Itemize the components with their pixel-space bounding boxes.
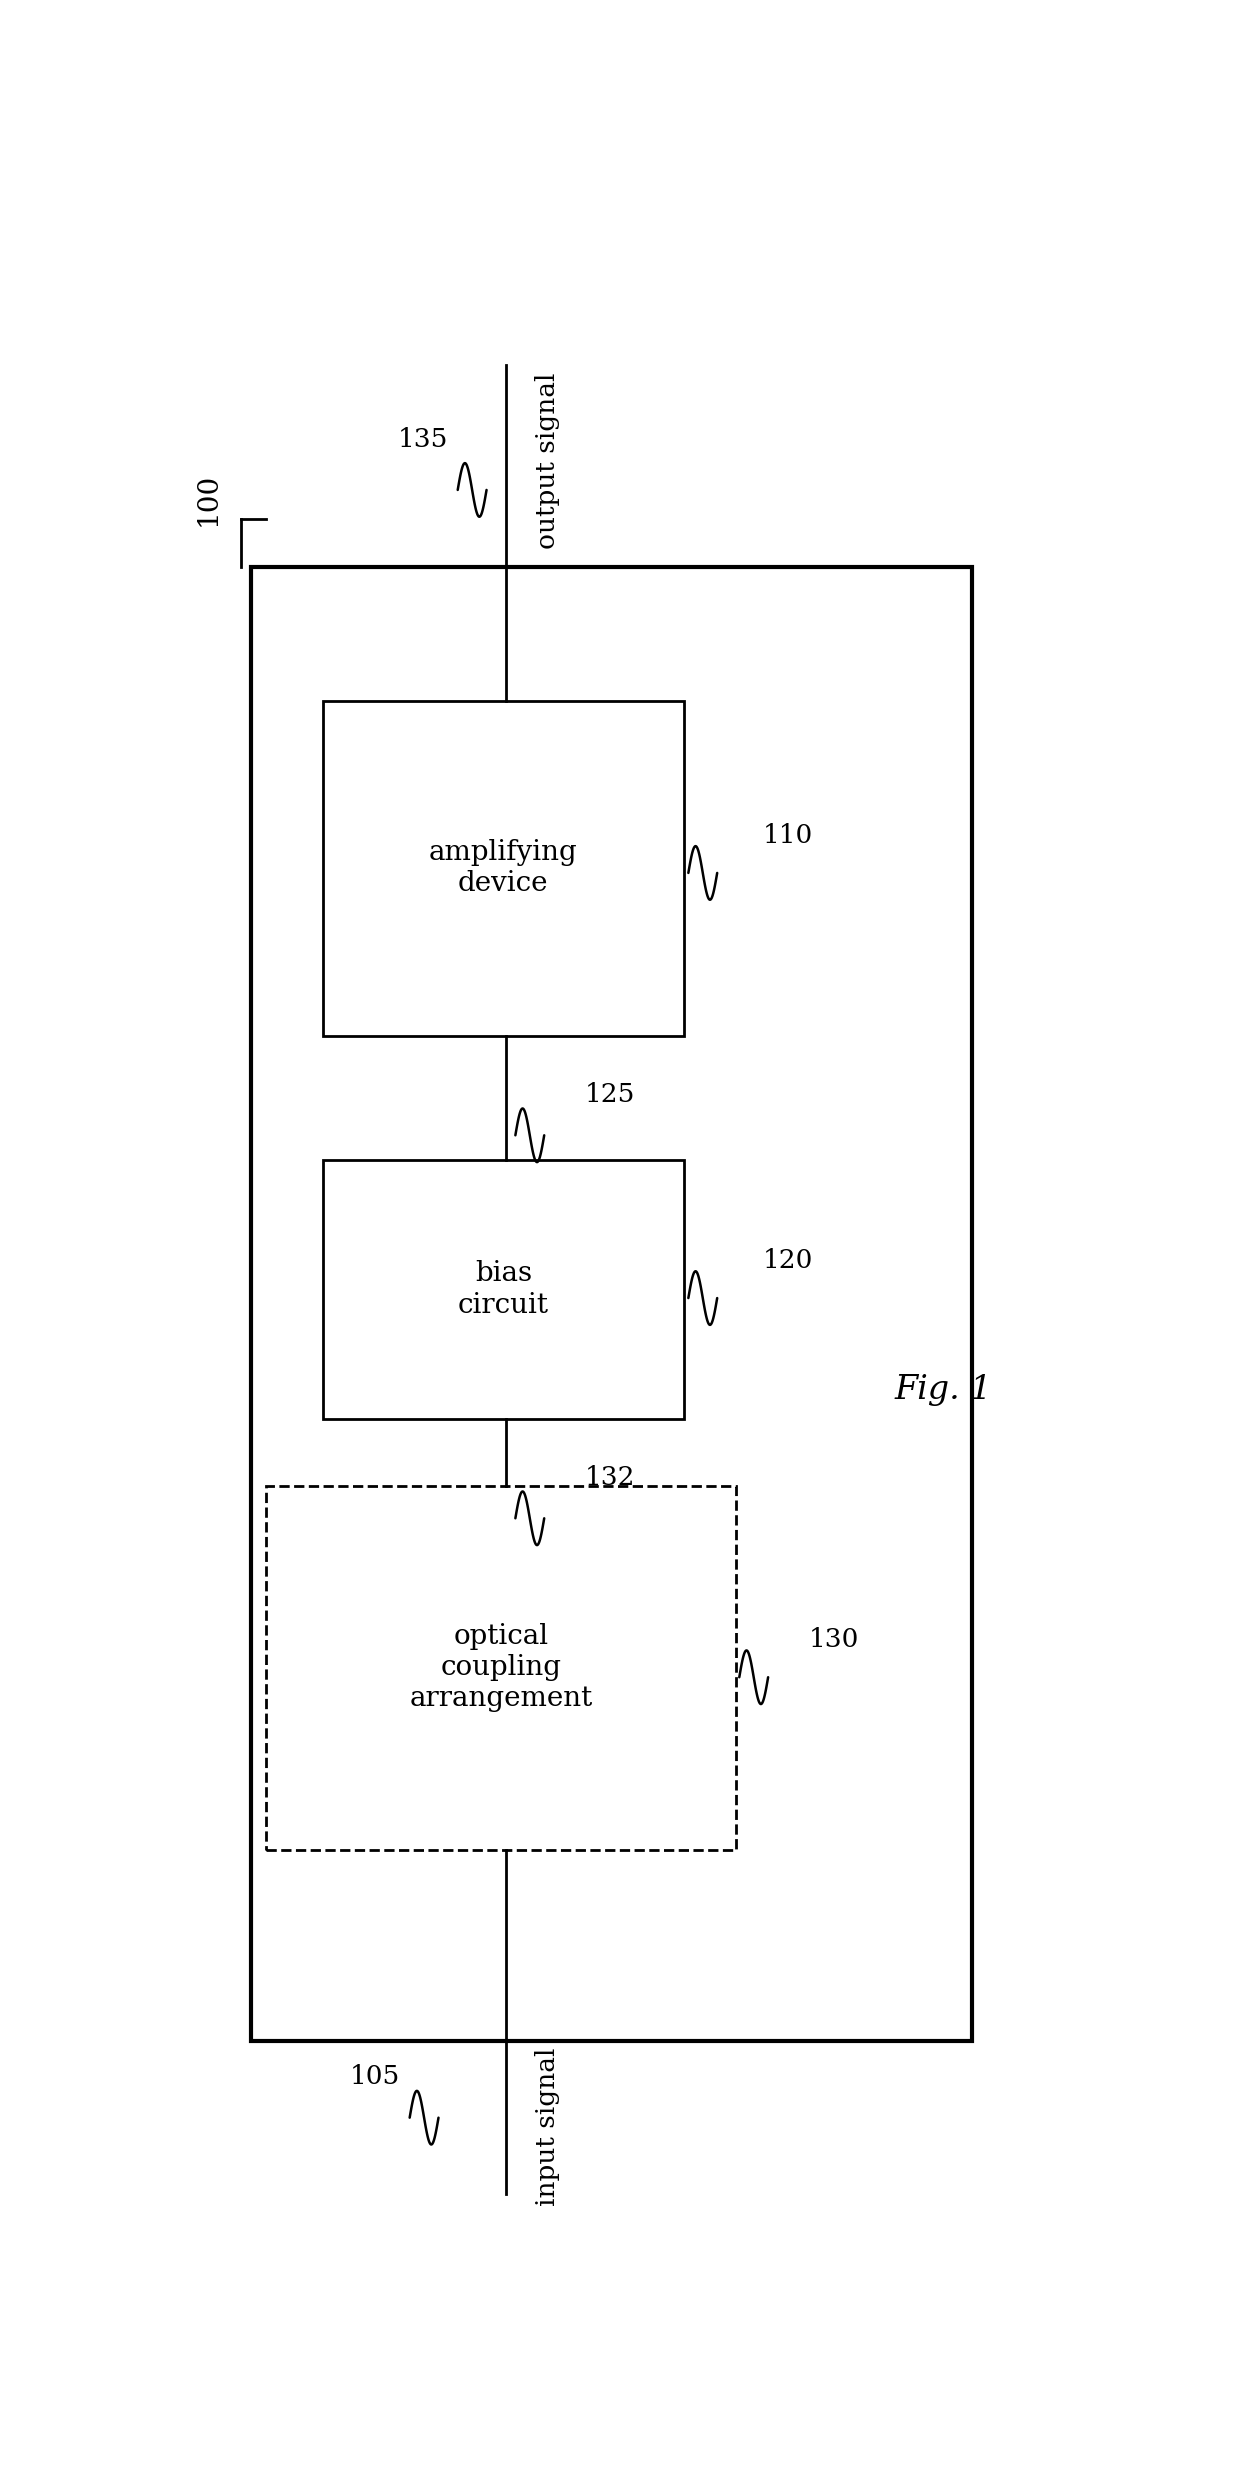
Bar <box>324 1159 683 1418</box>
Text: 132: 132 <box>584 1465 635 1490</box>
Text: amplifying
device: amplifying device <box>429 838 578 898</box>
Text: output signal: output signal <box>534 373 559 550</box>
Text: bias
circuit: bias circuit <box>458 1261 549 1318</box>
Text: 100: 100 <box>195 473 222 527</box>
Text: 110: 110 <box>763 823 812 848</box>
Text: 135: 135 <box>398 428 448 453</box>
Bar <box>265 1485 737 1850</box>
Bar <box>324 701 683 1035</box>
Text: 120: 120 <box>763 1248 812 1273</box>
Text: 125: 125 <box>584 1082 635 1107</box>
Text: 105: 105 <box>350 2064 401 2089</box>
Text: Fig. 1: Fig. 1 <box>894 1373 992 1405</box>
Text: input signal: input signal <box>534 2049 559 2206</box>
Text: 130: 130 <box>808 1626 859 1651</box>
Bar <box>250 567 972 2042</box>
Text: optical
coupling
arrangement: optical coupling arrangement <box>409 1624 593 1714</box>
